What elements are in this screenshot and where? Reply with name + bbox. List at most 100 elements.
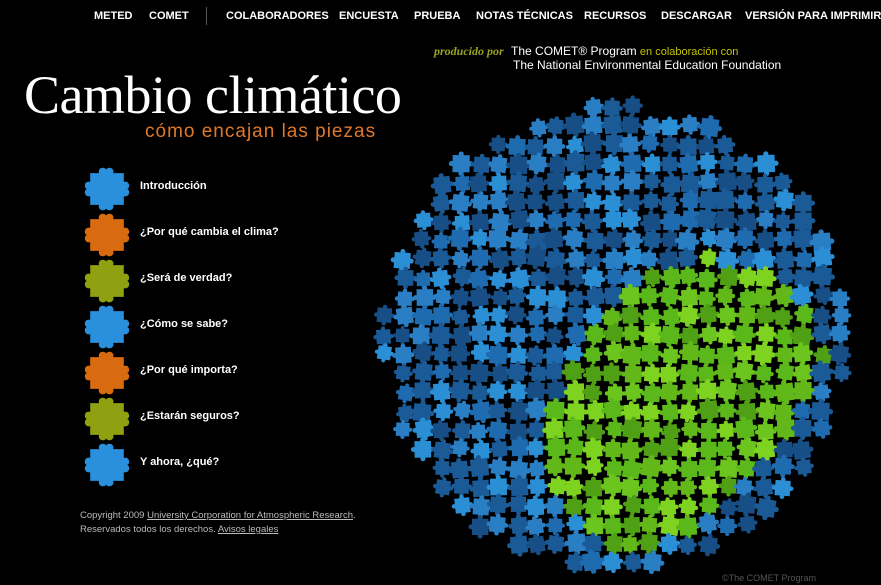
puzzle-piece-blue bbox=[622, 551, 644, 573]
menu-item-7[interactable]: Y ahora, ¿qué? bbox=[80, 442, 320, 488]
puzzle-piece-blue bbox=[411, 378, 434, 402]
nav-descargar[interactable]: DESCARGAR bbox=[661, 10, 732, 22]
puzzle-piece-orange-icon[interactable] bbox=[80, 212, 134, 258]
puzzle-piece-blue bbox=[658, 193, 680, 215]
puzzle-piece-blue bbox=[734, 172, 755, 193]
nav-meted[interactable]: METED bbox=[94, 10, 133, 22]
puzzle-piece-blue bbox=[409, 323, 434, 348]
puzzle-piece-blue bbox=[811, 418, 833, 439]
puzzle-piece-green bbox=[753, 437, 778, 462]
puzzle-piece-blue bbox=[696, 187, 721, 213]
puzzle-piece-blue bbox=[563, 343, 584, 364]
puzzle-piece-blue bbox=[413, 210, 434, 231]
nav-notas-tecnicas[interactable]: NOTAS TÉCNICAS bbox=[476, 10, 573, 22]
puzzle-piece-blue bbox=[718, 498, 739, 518]
puzzle-piece-blue bbox=[563, 209, 584, 230]
puzzle-piece-blue bbox=[601, 154, 623, 176]
puzzle-piece-green bbox=[605, 419, 625, 439]
puzzle-piece-green bbox=[659, 401, 681, 423]
puzzle-piece-blue-icon[interactable] bbox=[80, 442, 134, 488]
nav-recursos[interactable]: RECURSOS bbox=[584, 10, 647, 22]
menu-item-3[interactable]: ¿Será de verdad? bbox=[80, 258, 320, 304]
nav-colaboradores[interactable]: COLABORADORES bbox=[226, 10, 329, 22]
puzzle-piece-green bbox=[584, 456, 604, 476]
puzzle-piece-blue bbox=[468, 210, 492, 234]
puzzle-piece-blue bbox=[580, 131, 605, 156]
puzzle-piece-blue bbox=[506, 152, 532, 178]
nav-comet[interactable]: COMET bbox=[149, 10, 189, 22]
menu-item-5[interactable]: ¿Por qué importa? bbox=[80, 350, 320, 396]
puzzle-piece-blue bbox=[791, 400, 813, 422]
nav-encuesta[interactable]: ENCUESTA bbox=[339, 10, 399, 22]
puzzle-piece-green bbox=[640, 495, 663, 518]
puzzle-piece-blue bbox=[641, 153, 664, 176]
puzzle-piece-green bbox=[640, 306, 663, 329]
puzzle-piece-blue bbox=[452, 173, 473, 194]
puzzle-piece-green bbox=[562, 477, 584, 499]
puzzle-piece-blue bbox=[469, 398, 494, 424]
puzzle-piece-blue-icon[interactable] bbox=[80, 166, 134, 212]
puzzle-piece-green bbox=[640, 418, 663, 441]
puzzle-piece-blue bbox=[544, 286, 570, 312]
menu-item-4[interactable]: ¿Cómo se sabe? bbox=[80, 304, 320, 350]
nav-version-imprimir[interactable]: VERSIÓN PARA IMPRIMIR bbox=[745, 10, 881, 22]
puzzle-piece-blue bbox=[470, 191, 491, 212]
nav-prueba[interactable]: PRUEBA bbox=[414, 10, 461, 22]
puzzle-piece-blue bbox=[409, 400, 435, 425]
ucar-link[interactable]: University Corporation for Atmospheric R… bbox=[147, 510, 353, 521]
menu-item-1[interactable]: Introducción bbox=[80, 166, 320, 212]
legal-notices-link[interactable]: Avisos legales bbox=[217, 524, 279, 535]
nav-divider bbox=[206, 7, 207, 25]
puzzle-piece-blue bbox=[622, 95, 643, 116]
puzzle-piece-blue bbox=[430, 192, 452, 214]
puzzle-piece-blue bbox=[488, 154, 510, 176]
puzzle-piece-blue bbox=[789, 283, 814, 308]
puzzle-piece-green bbox=[601, 514, 625, 537]
puzzle-piece-blue bbox=[489, 248, 512, 271]
puzzle-piece-green bbox=[619, 342, 645, 368]
puzzle-piece-green bbox=[661, 422, 681, 442]
puzzle-piece-blue bbox=[431, 232, 451, 252]
puzzle-piece-blue bbox=[507, 324, 529, 346]
menu-item-6[interactable]: ¿Estarán seguros? bbox=[80, 396, 320, 442]
puzzle-piece-blue bbox=[659, 229, 680, 250]
puzzle-piece-blue bbox=[488, 172, 510, 194]
puzzle-piece-blue bbox=[430, 173, 454, 197]
puzzle-piece-blue bbox=[582, 151, 605, 174]
puzzle-piece-green bbox=[640, 402, 662, 424]
puzzle-piece-blue bbox=[640, 210, 664, 235]
puzzle-piece-green bbox=[600, 362, 623, 385]
menu-item-2[interactable]: ¿Por qué cambia el clima? bbox=[80, 212, 320, 258]
puzzle-piece-blue bbox=[714, 135, 736, 156]
puzzle-piece-blue bbox=[393, 419, 413, 439]
puzzle-piece-blue bbox=[429, 267, 452, 290]
puzzle-piece-blue bbox=[793, 249, 815, 271]
puzzle-piece-blue bbox=[660, 134, 680, 155]
puzzle-piece-green bbox=[735, 399, 760, 424]
puzzle-piece-blue bbox=[771, 477, 794, 499]
puzzle-piece-blue bbox=[563, 172, 584, 193]
puzzle-piece-olive-icon[interactable] bbox=[80, 396, 134, 442]
menu-item-label: ¿Por qué cambia el clima? bbox=[140, 226, 279, 238]
puzzle-piece-blue bbox=[412, 360, 436, 384]
puzzle-piece-blue bbox=[566, 135, 586, 156]
menu-item-label: ¿Cómo se sabe? bbox=[140, 318, 229, 330]
puzzle-piece-olive-icon[interactable] bbox=[80, 258, 134, 304]
puzzle-piece-orange-icon[interactable] bbox=[80, 350, 134, 396]
puzzle-piece-blue-icon[interactable] bbox=[80, 304, 134, 350]
puzzle-piece-green bbox=[716, 265, 741, 289]
menu-item-label: ¿Por qué importa? bbox=[140, 364, 238, 376]
puzzle-piece-blue bbox=[679, 114, 701, 135]
puzzle-piece-blue bbox=[660, 172, 684, 197]
puzzle-piece-green bbox=[542, 397, 568, 423]
puzzle-piece-green bbox=[678, 286, 701, 310]
puzzle-piece-green bbox=[696, 345, 718, 367]
puzzle-piece-blue bbox=[393, 363, 413, 383]
top-navigation: METED COMET COLABORADORES ENCUESTA PRUEB… bbox=[0, 7, 881, 25]
puzzle-piece-blue bbox=[527, 476, 548, 497]
puzzle-piece-blue bbox=[772, 172, 793, 193]
puzzle-piece-green bbox=[775, 362, 796, 383]
puzzle-piece-blue bbox=[470, 228, 490, 249]
puzzle-piece-blue bbox=[432, 361, 452, 382]
puzzle-piece-green bbox=[603, 532, 626, 555]
